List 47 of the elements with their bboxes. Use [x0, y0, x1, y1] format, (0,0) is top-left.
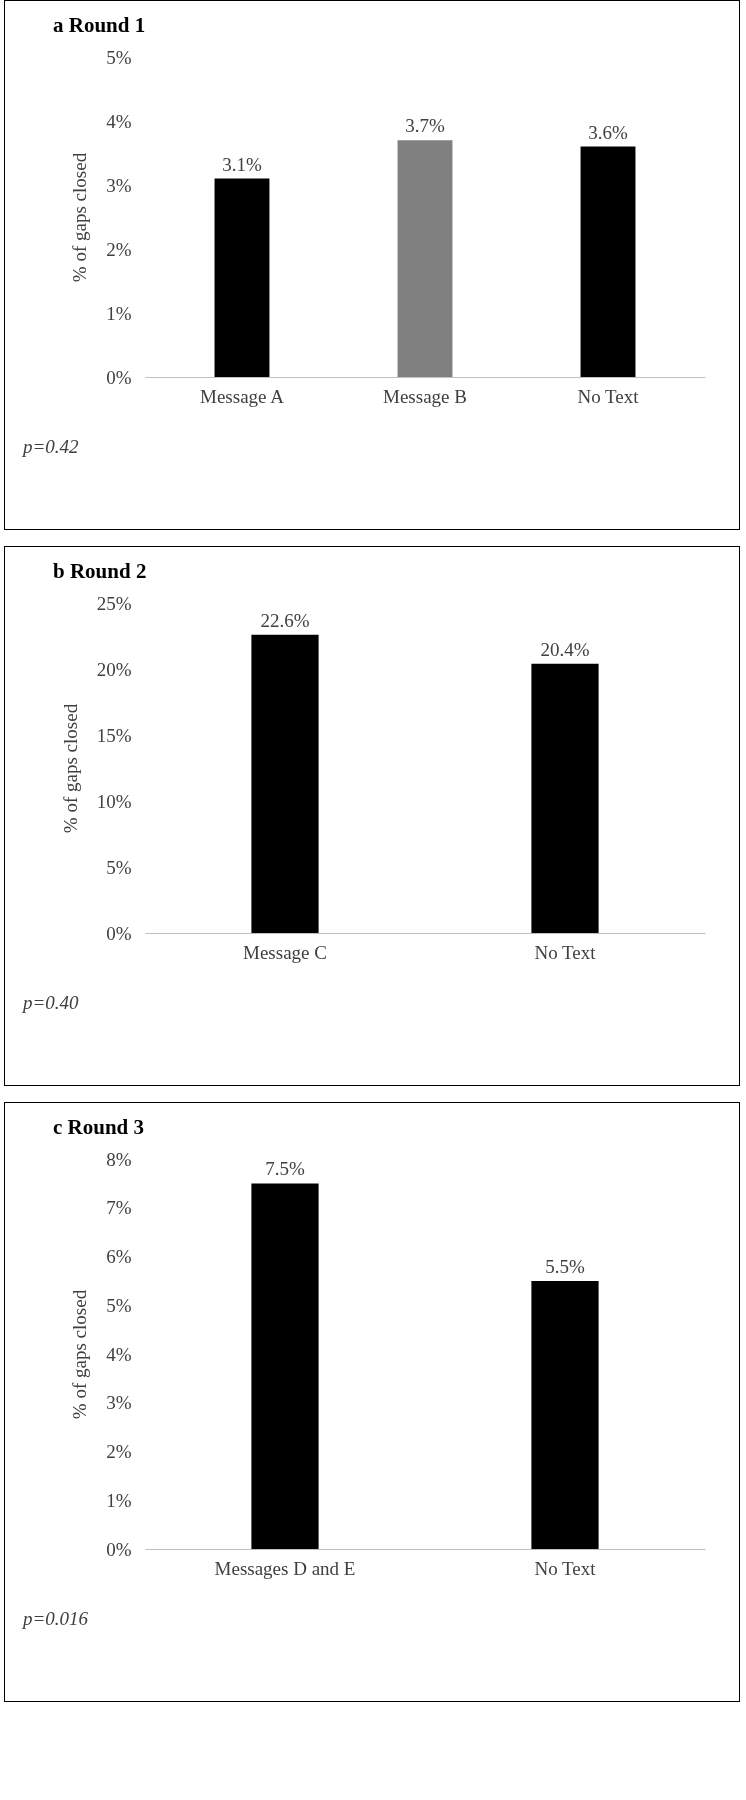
bar [214, 178, 270, 377]
y-tick-label: 6% [106, 1246, 132, 1267]
y-tick-label: 4% [106, 110, 132, 132]
x-tick-label: Messages D and E [214, 1557, 356, 1579]
data-label: 20.4% [540, 638, 590, 660]
data-label: 3.1% [222, 153, 262, 175]
data-label: 5.5% [545, 1255, 585, 1277]
x-tick-label: No Text [577, 385, 640, 407]
data-label: 22.6% [260, 609, 310, 631]
y-tick-label: 5% [106, 1294, 132, 1316]
y-tick-label: 2% [106, 238, 132, 260]
chart-title: b Round 2 [53, 559, 147, 583]
x-tick-label: No Text [534, 1557, 597, 1579]
x-tick-label: Message C [243, 941, 327, 963]
y-tick-label: 0% [106, 366, 132, 388]
text: p=0.42 [21, 436, 80, 457]
text: p=0.40 [21, 992, 80, 1013]
bar [580, 146, 636, 377]
y-axis-title: % of gaps closed [69, 152, 91, 283]
y-tick-label: 2% [106, 1441, 132, 1462]
x-tick-label: No Text [534, 941, 597, 963]
y-tick-label: 10% [96, 790, 132, 812]
x-tick-label: Message B [383, 385, 467, 407]
chart-title: a Round 1 [53, 13, 146, 37]
y-tick-label: 3% [106, 1392, 132, 1414]
y-tick-label: 0% [106, 1538, 132, 1560]
bar [397, 140, 453, 377]
data-label: 3.6% [588, 121, 628, 143]
y-axis-title: % of gaps closed [59, 703, 81, 834]
y-tick-label: 15% [96, 724, 132, 746]
y-tick-label: 20% [96, 658, 132, 680]
y-tick-label: 3% [106, 174, 132, 196]
y-tick-label: 1% [106, 1489, 132, 1511]
y-tick-label: 25% [96, 592, 132, 614]
x-tick-label: Message A [200, 385, 285, 407]
text: p=0.016 [21, 1608, 89, 1629]
y-tick-label: 1% [106, 302, 132, 324]
y-tick-label: 0% [106, 922, 132, 944]
y-tick-label: 8% [106, 1148, 132, 1170]
y-tick-label: 4% [106, 1343, 132, 1365]
y-tick-label: 5% [106, 46, 132, 68]
y-axis-title: % of gaps closed [69, 1289, 91, 1420]
chart-title: c Round 3 [53, 1115, 145, 1139]
data-label: 3.7% [405, 115, 445, 137]
y-tick-label: 7% [106, 1197, 132, 1219]
y-tick-label: 5% [106, 856, 132, 878]
data-label: 7.5% [265, 1158, 305, 1180]
